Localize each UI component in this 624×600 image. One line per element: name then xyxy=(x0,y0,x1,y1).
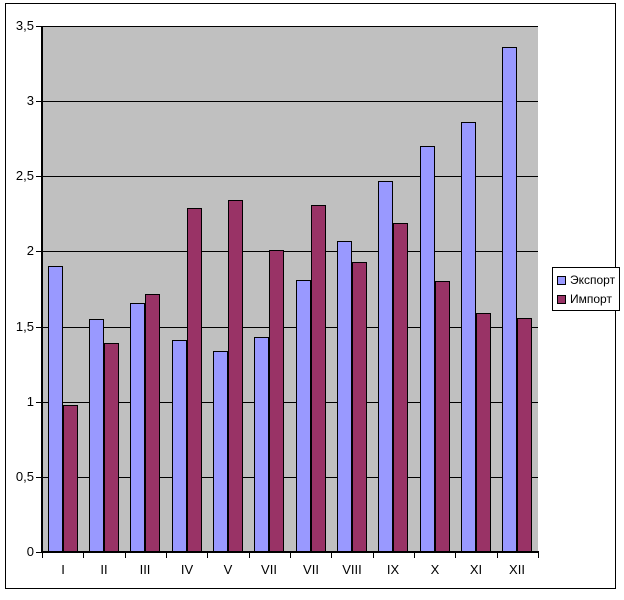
y-axis-line xyxy=(41,26,43,553)
bar-export-8 xyxy=(337,241,352,552)
gridline-1 xyxy=(42,402,538,403)
bar-export-5 xyxy=(213,351,228,552)
y-tick-1,5 xyxy=(36,327,42,328)
y-tick-2,5 xyxy=(36,176,42,177)
bar-import-7 xyxy=(311,205,326,552)
x-tick-label-4: IV xyxy=(180,562,194,577)
bar-export-9 xyxy=(378,181,393,552)
legend-label: Импорт xyxy=(570,292,612,306)
y-tick-label-1,5: 1,5 xyxy=(15,319,34,334)
x-tick-8 xyxy=(373,553,374,558)
bar-import-2 xyxy=(104,343,119,552)
x-tick-label-5: V xyxy=(223,562,233,577)
y-tick-3,5 xyxy=(36,26,42,27)
bar-export-12 xyxy=(502,47,517,552)
x-tick-7 xyxy=(331,553,332,558)
gridline-3 xyxy=(42,101,538,102)
plot-area xyxy=(42,26,538,552)
gridline-3,5 xyxy=(42,26,538,27)
y-tick-2 xyxy=(36,251,42,252)
x-tick-1 xyxy=(83,553,84,558)
y-tick-label-2: 2 xyxy=(26,243,34,258)
bar-import-12 xyxy=(517,318,532,552)
bar-import-6 xyxy=(269,250,284,552)
bar-import-11 xyxy=(476,313,491,552)
x-tick-0 xyxy=(42,553,43,558)
y-tick-label-0,5: 0,5 xyxy=(15,469,34,484)
bar-export-2 xyxy=(89,319,104,552)
x-tick-label-2: II xyxy=(100,562,108,577)
x-tick-label-6: VII xyxy=(261,562,277,577)
bar-export-3 xyxy=(130,303,145,552)
bar-export-11 xyxy=(461,122,476,552)
x-tick-4 xyxy=(207,553,208,558)
bar-import-8 xyxy=(352,262,367,552)
y-tick-label-2,5: 2,5 xyxy=(15,168,34,183)
x-tick-9 xyxy=(414,553,415,558)
gridline-2 xyxy=(42,251,538,252)
x-tick-label-9: IX xyxy=(386,562,400,577)
y-tick-label-3: 3 xyxy=(26,93,34,108)
x-tick-11 xyxy=(497,553,498,558)
legend-swatch-icon xyxy=(557,294,566,304)
x-tick-label-11: XI xyxy=(469,562,483,577)
legend-items: Экспорт Импорт xyxy=(557,273,616,306)
legend-label: Экспорт xyxy=(570,273,616,287)
legend-item-import: Импорт xyxy=(557,292,616,306)
bar-import-10 xyxy=(435,281,450,552)
bar-export-6 xyxy=(254,337,269,552)
legend-swatch-icon xyxy=(557,275,566,285)
gridline-0,5 xyxy=(42,477,538,478)
y-tick-0 xyxy=(36,552,42,553)
x-tick-3 xyxy=(166,553,167,558)
bar-import-9 xyxy=(393,223,408,552)
x-tick-10 xyxy=(455,553,456,558)
y-tick-label-1: 1 xyxy=(26,394,34,409)
x-tick-label-7: VII xyxy=(303,562,319,577)
y-tick-0,5 xyxy=(36,477,42,478)
x-tick-2 xyxy=(125,553,126,558)
bar-import-4 xyxy=(187,208,202,552)
x-tick-label-1: I xyxy=(61,562,65,577)
bar-export-4 xyxy=(172,340,187,552)
x-tick-12 xyxy=(538,553,539,558)
x-tick-label-8: VIII xyxy=(342,562,362,577)
bar-export-10 xyxy=(420,146,435,552)
bar-export-1 xyxy=(48,266,63,552)
x-axis-line xyxy=(41,551,539,553)
bar-import-5 xyxy=(228,200,243,552)
bar-import-1 xyxy=(63,405,78,552)
bar-export-7 xyxy=(296,280,311,552)
x-tick-6 xyxy=(290,553,291,558)
x-tick-label-12: XII xyxy=(509,562,525,577)
x-tick-5 xyxy=(249,553,250,558)
gridline-2,5 xyxy=(42,176,538,177)
y-tick-3 xyxy=(36,101,42,102)
y-tick-label-3,5: 3,5 xyxy=(15,18,34,33)
x-tick-label-10: X xyxy=(430,562,440,577)
y-tick-label-0: 0 xyxy=(26,544,34,559)
legend: Экспорт Импорт xyxy=(552,267,620,311)
y-tick-1 xyxy=(36,402,42,403)
legend-item-export: Экспорт xyxy=(557,273,616,287)
gridline-1,5 xyxy=(42,327,538,328)
x-tick-label-3: III xyxy=(139,562,151,577)
bar-import-3 xyxy=(145,294,160,552)
